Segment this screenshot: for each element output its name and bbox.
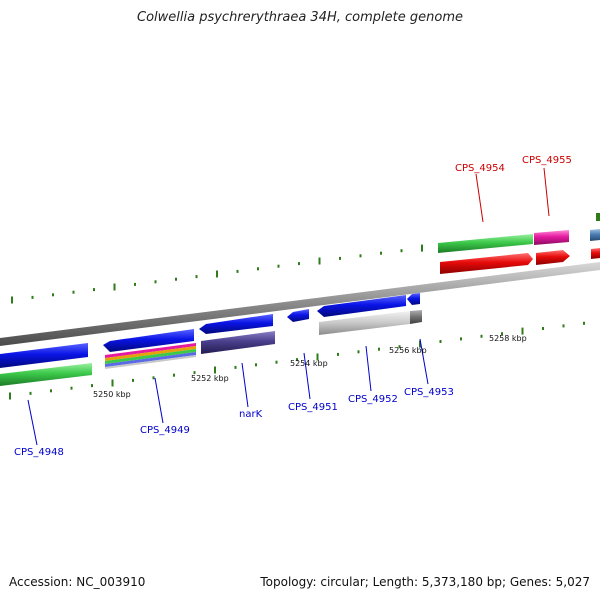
minor-tick <box>31 295 34 299</box>
major-tick <box>318 257 321 265</box>
tick-marks-upper <box>11 244 423 304</box>
major-tick <box>419 340 421 348</box>
genome-summary: Topology: circular; Length: 5,373,180 bp… <box>260 575 590 589</box>
leader-nark <box>241 362 249 408</box>
minor-tick <box>175 277 177 281</box>
major-tick <box>521 327 524 335</box>
minor-tick <box>234 365 237 369</box>
feature-nark-gene[interactable] <box>199 314 273 334</box>
gene-label-cps4948[interactable]: CPS_4948 <box>14 447 64 458</box>
major-tick <box>421 244 423 252</box>
minor-tick <box>72 290 75 294</box>
minor-tick <box>460 337 462 341</box>
minor-tick <box>70 386 73 390</box>
feature-cps4948-cds[interactable] <box>0 363 92 386</box>
minor-tick <box>380 251 382 255</box>
minor-tick <box>400 249 403 253</box>
minor-tick <box>195 275 198 279</box>
minor-tick <box>359 254 362 258</box>
leader-cps4953 <box>419 338 429 385</box>
minor-tick <box>501 332 503 336</box>
feature-cps4954-cds[interactable] <box>438 234 533 253</box>
minor-tick <box>132 378 134 382</box>
feature-cps4949-gene[interactable] <box>103 329 194 352</box>
scale-label-5254: 5254 kbp <box>290 359 328 368</box>
scale-label-5256: 5256 kbp <box>389 346 427 355</box>
gene-label-cps4952[interactable]: CPS_4952 <box>348 394 398 405</box>
gene-label-cps4951[interactable]: CPS_4951 <box>288 402 338 413</box>
feature-edge-gene[interactable] <box>591 248 600 259</box>
feature-cps4955-cds[interactable] <box>534 230 569 245</box>
leader-cps4954 <box>475 173 484 223</box>
minor-tick <box>583 321 585 325</box>
minor-tick <box>91 384 93 388</box>
major-tick <box>316 353 319 361</box>
minor-tick <box>173 373 175 377</box>
tick-marks-lower <box>9 321 585 400</box>
minor-tick <box>562 324 565 328</box>
major-tick <box>113 283 116 291</box>
feature-cps4953-gene[interactable] <box>407 293 420 305</box>
leader-cps4951 <box>303 352 311 400</box>
minor-tick <box>50 389 52 393</box>
minor-tick <box>236 269 239 273</box>
gene-label-cps4949[interactable]: CPS_4949 <box>140 425 190 436</box>
minor-tick <box>152 376 155 380</box>
minor-tick <box>339 256 341 260</box>
gene-label-nark[interactable]: narK <box>239 409 263 420</box>
leader-cps4949 <box>154 377 164 424</box>
minor-tick <box>439 340 442 343</box>
feature-cps4949-domains[interactable] <box>105 343 196 369</box>
feature-nark-cds[interactable] <box>201 331 275 354</box>
feature-cps4948-gene[interactable] <box>0 343 88 368</box>
minor-tick <box>357 350 360 354</box>
feature-edge-cds[interactable] <box>590 229 600 241</box>
feature-cps4954-gene[interactable] <box>440 253 533 274</box>
minor-tick <box>154 280 157 284</box>
major-tick <box>214 366 216 374</box>
minor-tick <box>134 282 136 286</box>
gene-label-cps4954[interactable]: CPS_4954 <box>455 163 505 174</box>
minor-tick <box>337 352 339 356</box>
minor-tick <box>296 358 298 362</box>
minor-tick <box>275 360 278 364</box>
minor-tick <box>257 267 259 271</box>
minor-tick <box>298 262 300 266</box>
minor-tick <box>480 334 483 338</box>
feature-cps4952-cds[interactable] <box>319 311 410 335</box>
scale-label-5252: 5252 kbp <box>191 374 229 383</box>
minor-tick <box>255 363 257 367</box>
feature-cps4955-gene[interactable] <box>536 250 570 265</box>
major-tick <box>11 296 13 304</box>
leader-cps4955 <box>543 167 550 217</box>
minor-tick <box>93 288 95 292</box>
feature-cps4952-gene[interactable] <box>317 295 406 317</box>
minor-tick <box>277 264 280 268</box>
feature-cps4951-gene[interactable] <box>287 309 309 322</box>
gene-label-cps4955[interactable]: CPS_4955 <box>522 155 572 166</box>
major-tick <box>9 392 11 400</box>
feature-cps4953-cds[interactable] <box>410 310 422 324</box>
genome-backbone <box>0 262 600 346</box>
scale-label-5258: 5258 kbp <box>489 334 527 343</box>
minor-tick <box>193 371 196 375</box>
minor-tick <box>398 345 401 349</box>
leader-cps4948 <box>27 399 38 446</box>
minor-tick <box>52 293 54 297</box>
minor-tick <box>29 391 32 395</box>
map-title: Colwellia psychrerythraea 34H, complete … <box>137 10 463 25</box>
major-tick <box>111 379 114 387</box>
feature-edge-marker <box>596 213 600 221</box>
major-tick <box>216 270 218 278</box>
scale-label-5250: 5250 kbp <box>93 390 131 399</box>
minor-tick <box>542 327 544 330</box>
accession-label: Accession: NC_003910 <box>9 575 146 589</box>
leader-cps4952 <box>365 345 372 392</box>
gene-label-cps4953[interactable]: CPS_4953 <box>404 387 454 398</box>
minor-tick <box>378 347 380 351</box>
